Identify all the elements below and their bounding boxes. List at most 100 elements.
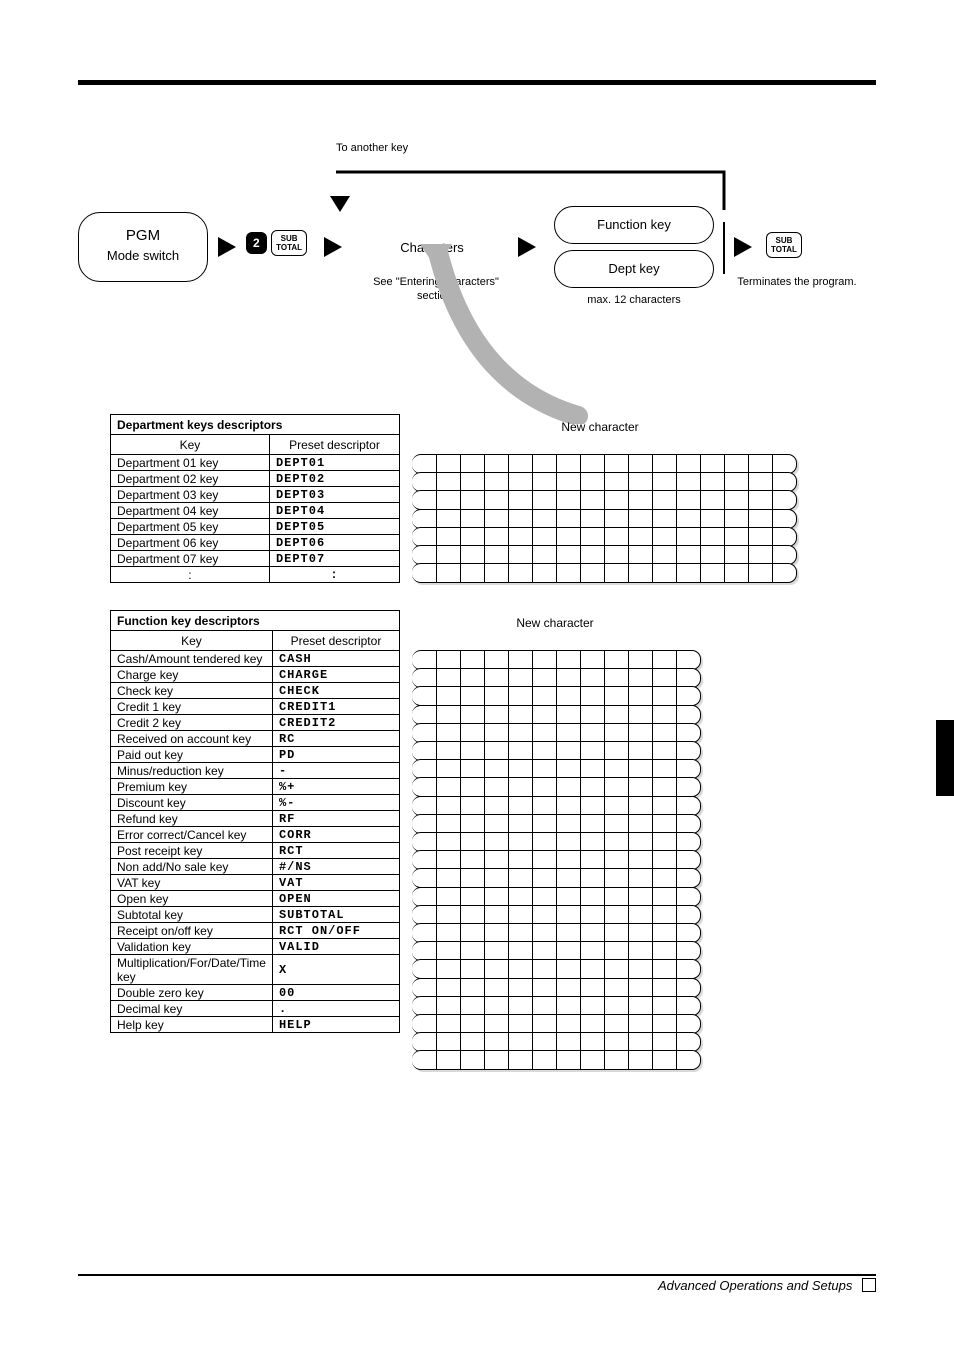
entry-cell[interactable]: [460, 924, 484, 942]
entry-cell[interactable]: [508, 760, 532, 778]
entry-cell[interactable]: [556, 687, 580, 705]
entry-cell[interactable]: [628, 1015, 652, 1033]
entry-cell[interactable]: [460, 888, 484, 906]
entry-row[interactable]: [412, 686, 701, 706]
entry-cell[interactable]: [580, 651, 604, 669]
entry-cell[interactable]: [436, 706, 460, 724]
entry-cell[interactable]: [604, 491, 628, 509]
entry-cell[interactable]: [436, 888, 460, 906]
entry-cell[interactable]: [604, 906, 628, 924]
entry-cell[interactable]: [484, 687, 508, 705]
entry-cell[interactable]: [628, 491, 652, 509]
entry-cell[interactable]: [484, 455, 508, 473]
entry-row[interactable]: [412, 996, 701, 1016]
key-subtotal-end[interactable]: SUB TOTAL: [766, 232, 802, 258]
entry-cell[interactable]: [604, 687, 628, 705]
entry-cell[interactable]: [412, 1051, 436, 1069]
entry-cell[interactable]: [508, 546, 532, 564]
entry-cell[interactable]: [508, 851, 532, 869]
entry-cell[interactable]: [556, 979, 580, 997]
entry-cell[interactable]: [436, 491, 460, 509]
entry-cell[interactable]: [412, 760, 436, 778]
entry-cell[interactable]: [508, 942, 532, 960]
entry-cell[interactable]: [508, 706, 532, 724]
entry-cell[interactable]: [532, 528, 556, 546]
entry-cell[interactable]: [652, 851, 676, 869]
entry-row[interactable]: [412, 650, 701, 670]
entry-row[interactable]: [412, 759, 701, 779]
entry-cell[interactable]: [412, 942, 436, 960]
entry-cell[interactable]: [604, 742, 628, 760]
entry-cell[interactable]: [628, 706, 652, 724]
entry-cell[interactable]: [484, 1015, 508, 1033]
entry-cell[interactable]: [532, 760, 556, 778]
entry-cell[interactable]: [460, 797, 484, 815]
entry-cell[interactable]: [508, 510, 532, 528]
entry-cell[interactable]: [652, 473, 676, 491]
entry-cell[interactable]: [772, 546, 796, 564]
entry-cell[interactable]: [484, 979, 508, 997]
entry-cell[interactable]: [604, 564, 628, 582]
entry-cell[interactable]: [628, 815, 652, 833]
entry-cell[interactable]: [652, 651, 676, 669]
entry-cell[interactable]: [604, 778, 628, 796]
entry-cell[interactable]: [412, 778, 436, 796]
entry-cell[interactable]: [580, 706, 604, 724]
entry-cell[interactable]: [484, 473, 508, 491]
entry-cell[interactable]: [484, 906, 508, 924]
entry-cell[interactable]: [676, 797, 700, 815]
entry-row[interactable]: [412, 741, 701, 761]
entry-cell[interactable]: [676, 651, 700, 669]
entry-cell[interactable]: [532, 1051, 556, 1069]
entry-cell[interactable]: [412, 669, 436, 687]
entry-cell[interactable]: [484, 706, 508, 724]
entry-row[interactable]: [412, 1032, 701, 1052]
entry-cell[interactable]: [652, 942, 676, 960]
entry-cell[interactable]: [676, 491, 700, 509]
entry-cell[interactable]: [652, 924, 676, 942]
entry-cell[interactable]: [436, 960, 460, 978]
entry-cell[interactable]: [580, 473, 604, 491]
entry-cell[interactable]: [580, 778, 604, 796]
entry-cell[interactable]: [460, 833, 484, 851]
entry-cell[interactable]: [604, 815, 628, 833]
entry-cell[interactable]: [508, 473, 532, 491]
entry-cell[interactable]: [676, 942, 700, 960]
entry-row[interactable]: [412, 545, 797, 565]
entry-row[interactable]: [412, 959, 701, 979]
entry-row[interactable]: [412, 490, 797, 510]
entry-row[interactable]: [412, 563, 797, 583]
entry-row[interactable]: [412, 850, 701, 870]
entry-cell[interactable]: [556, 510, 580, 528]
entry-cell[interactable]: [508, 869, 532, 887]
entry-cell[interactable]: [532, 669, 556, 687]
entry-cell[interactable]: [652, 979, 676, 997]
entry-cell[interactable]: [412, 742, 436, 760]
entry-cell[interactable]: [580, 1015, 604, 1033]
entry-cell[interactable]: [580, 942, 604, 960]
entry-row[interactable]: [412, 777, 701, 797]
entry-cell[interactable]: [628, 906, 652, 924]
entry-cell[interactable]: [484, 546, 508, 564]
entry-cell[interactable]: [436, 924, 460, 942]
entry-cell[interactable]: [532, 491, 556, 509]
entry-cell[interactable]: [604, 888, 628, 906]
entry-cell[interactable]: [580, 742, 604, 760]
entry-cell[interactable]: [460, 491, 484, 509]
entry-cell[interactable]: [700, 455, 724, 473]
entry-row[interactable]: [412, 832, 701, 852]
entry-cell[interactable]: [484, 888, 508, 906]
entry-cell[interactable]: [460, 1015, 484, 1033]
entry-cell[interactable]: [412, 491, 436, 509]
entry-cell[interactable]: [412, 833, 436, 851]
entry-cell[interactable]: [484, 851, 508, 869]
entry-cell[interactable]: [772, 528, 796, 546]
entry-cell[interactable]: [676, 546, 700, 564]
entry-cell[interactable]: [436, 851, 460, 869]
entry-cell[interactable]: [652, 546, 676, 564]
entry-cell[interactable]: [508, 491, 532, 509]
entry-cell[interactable]: [412, 564, 436, 582]
entry-cell[interactable]: [508, 815, 532, 833]
entry-cell[interactable]: [436, 455, 460, 473]
entry-cell[interactable]: [724, 491, 748, 509]
